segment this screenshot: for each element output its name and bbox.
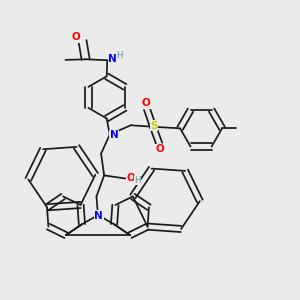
Text: O: O <box>156 144 165 154</box>
Text: H: H <box>116 51 123 60</box>
Text: O: O <box>71 32 80 42</box>
Text: N: N <box>110 130 119 140</box>
Text: H: H <box>134 176 141 185</box>
Text: O: O <box>142 98 150 108</box>
Text: N: N <box>94 211 103 221</box>
Text: S: S <box>150 121 158 130</box>
Text: N: N <box>108 54 117 64</box>
Text: O: O <box>126 172 135 183</box>
